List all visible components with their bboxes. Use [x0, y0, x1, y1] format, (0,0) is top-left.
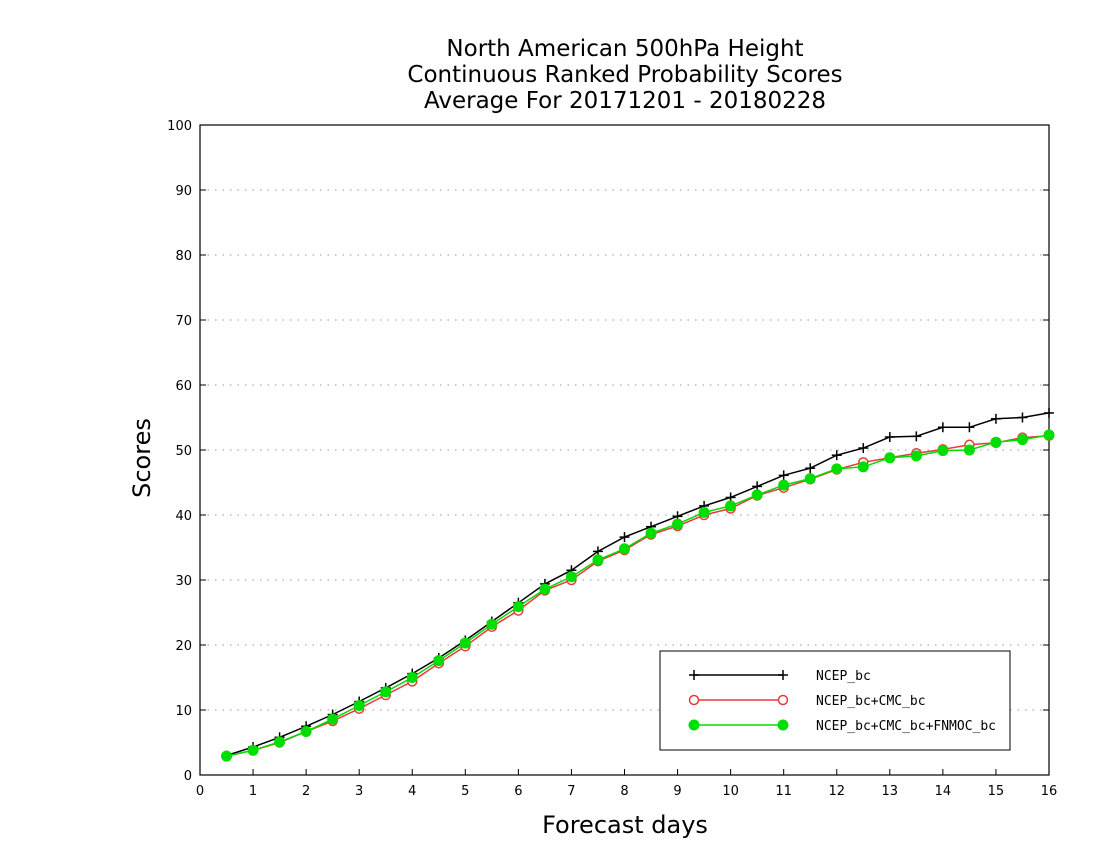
x-tick-label: 12	[828, 784, 845, 799]
y-tick-label: 100	[167, 119, 192, 134]
y-tick-label: 80	[175, 249, 192, 264]
x-tick-label: 2	[302, 784, 310, 799]
data-point	[804, 473, 816, 485]
data-point	[805, 463, 816, 474]
data-point	[910, 450, 922, 462]
x-tick-label: 16	[1041, 784, 1058, 799]
data-point	[751, 489, 763, 501]
data-point	[327, 713, 339, 725]
data-point	[274, 736, 286, 748]
legend-item: NCEP_bc+CMC_bc	[688, 694, 926, 709]
y-axis-title: Scores	[128, 418, 156, 498]
data-point	[778, 479, 790, 491]
x-tick-label: 15	[988, 784, 1005, 799]
data-point	[831, 463, 843, 475]
data-point	[725, 500, 737, 512]
data-point	[777, 719, 789, 731]
data-point	[619, 543, 630, 555]
y-axis: 0 10 20 30 40 50 60 70 80 90 100	[167, 119, 1049, 784]
data-point	[688, 719, 700, 731]
series-group	[221, 407, 1055, 762]
title-line-1: North American 500hPa Height	[446, 36, 804, 62]
legend-item: NCEP_bc	[689, 669, 871, 684]
y-tick-label: 20	[175, 639, 192, 654]
data-point	[1044, 407, 1054, 418]
legend-label: NCEP_bc+CMC_bc	[816, 694, 926, 709]
y-tick-label: 40	[175, 509, 192, 524]
data-point	[857, 461, 869, 473]
data-point	[777, 694, 789, 706]
x-tick-label: 9	[673, 784, 681, 799]
x-axis: 0 1 2 3 4 5 6 7 8 9 10 11 12 13 14 15 16	[196, 769, 1057, 799]
data-point	[433, 655, 445, 667]
x-tick-label: 5	[461, 784, 469, 799]
data-point	[645, 527, 657, 539]
x-tick-label: 4	[408, 784, 416, 799]
data-point	[592, 554, 604, 566]
data-point	[539, 583, 551, 595]
data-point	[884, 452, 896, 464]
data-point	[911, 431, 922, 442]
legend-item: NCEP_bc+CMC_bc+FNMOC_bc	[688, 719, 996, 734]
x-tick-label: 8	[620, 784, 628, 799]
x-tick-label: 14	[935, 784, 952, 799]
series-NCEP_bc+CMC_bc+FNMOC_bc	[221, 429, 1055, 762]
data-point	[406, 672, 418, 683]
data-point	[831, 450, 842, 461]
data-point	[937, 422, 948, 433]
data-point	[619, 532, 630, 543]
data-point	[778, 470, 789, 481]
title-line-2: Continuous Ranked Probability Scores	[407, 62, 843, 88]
x-tick-label: 10	[722, 784, 739, 799]
data-point	[858, 443, 869, 454]
y-tick-label: 0	[184, 769, 192, 784]
data-point	[486, 618, 498, 630]
data-point	[689, 670, 699, 680]
y-tick-label: 30	[175, 574, 192, 589]
data-point	[1043, 429, 1055, 441]
data-point	[247, 744, 259, 756]
data-point	[353, 699, 365, 711]
legend: NCEP_bc NCEP_bc+CMC_bc NCEP_bc+CMC_bc+FNMO…	[659, 650, 1011, 751]
y-tick-label: 10	[175, 704, 192, 719]
x-tick-label: 11	[775, 784, 792, 799]
y-tick-label: 50	[175, 444, 192, 459]
x-tick-label: 7	[567, 784, 575, 799]
data-point	[698, 506, 710, 518]
data-point	[459, 637, 471, 649]
title-line-3: Average For 20171201 - 20180228	[423, 88, 827, 114]
x-tick-label: 6	[514, 784, 522, 799]
data-point	[884, 432, 895, 442]
legend-label: NCEP_bc+CMC_bc+FNMOC_bc	[816, 719, 996, 734]
chart-title: North American 500hPa Height Continuous …	[200, 36, 1050, 114]
data-point	[688, 694, 700, 706]
data-point	[964, 422, 975, 433]
data-point	[565, 571, 577, 583]
x-tick-label: 3	[355, 784, 363, 799]
x-tick-label: 0	[196, 784, 204, 799]
x-tick-label: 13	[882, 784, 899, 799]
y-tick-label: 90	[175, 184, 192, 199]
y-tick-label: 70	[175, 314, 192, 329]
data-point	[380, 686, 392, 698]
data-point	[1016, 434, 1028, 446]
y-tick-label: 60	[175, 379, 192, 394]
data-point	[300, 725, 312, 737]
data-point	[990, 436, 1002, 448]
data-point	[937, 445, 949, 457]
legend-label: NCEP_bc	[816, 669, 871, 684]
data-point	[1017, 412, 1028, 423]
x-tick-label: 1	[249, 784, 257, 799]
data-point	[221, 750, 233, 762]
data-point	[990, 413, 1001, 424]
data-point	[512, 601, 524, 613]
x-axis-title: Forecast days	[542, 811, 708, 839]
data-point	[778, 670, 788, 680]
grid-lines	[200, 124, 1049, 711]
data-point	[672, 518, 684, 530]
data-point	[963, 444, 975, 456]
